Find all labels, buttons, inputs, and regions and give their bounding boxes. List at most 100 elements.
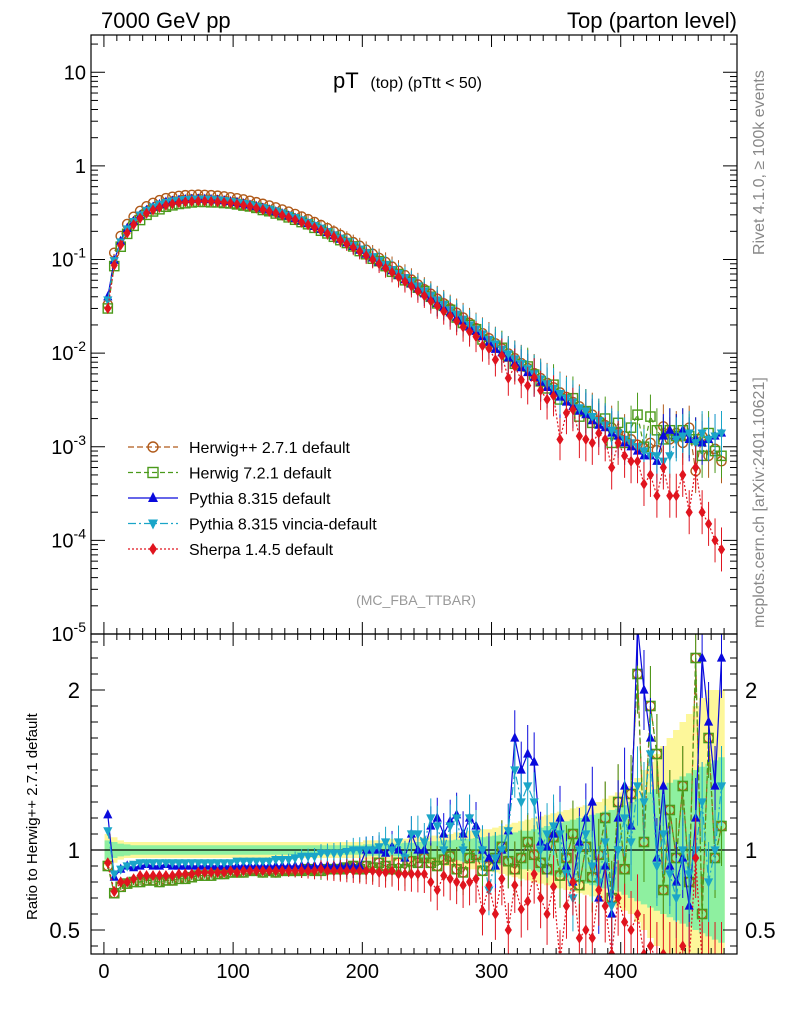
series-4-ratio-point — [168, 870, 176, 882]
series-3-ratio-point — [529, 798, 539, 808]
x-tick-label: 100 — [216, 961, 249, 983]
x-tick-label: 300 — [475, 961, 508, 983]
x-tick-label: 0 — [98, 961, 109, 983]
series-2-ratio-point — [658, 780, 668, 790]
series-4-point — [130, 218, 138, 231]
series-4-ratio-point — [162, 870, 170, 882]
plot-title-sub: (top) (pTtt < 50) — [370, 75, 482, 92]
series-4-point — [285, 211, 293, 223]
series-4-ratio-point — [381, 866, 390, 878]
series-3-point — [671, 435, 681, 445]
series-3-ratio-point — [368, 846, 378, 856]
series-4-point — [175, 197, 183, 209]
series-4-ratio-point — [252, 865, 260, 877]
series-3-point — [574, 404, 584, 414]
series-0-line — [107, 194, 723, 472]
series-3-ratio-point — [639, 798, 649, 808]
series-3-ratio-point — [710, 846, 720, 856]
series-3-ratio-point — [452, 814, 462, 824]
series-4-ratio-point — [297, 865, 306, 877]
series-4-ratio-point — [453, 876, 461, 888]
series-3-ratio-point — [600, 838, 610, 848]
series-4-ratio-point — [620, 916, 629, 928]
series-3-point — [665, 452, 675, 462]
series-3-ratio-point — [277, 856, 287, 866]
series-2-ratio-point — [710, 780, 720, 790]
header-right: Top (parton level) — [567, 8, 737, 33]
series-4-point — [104, 302, 112, 315]
series-4-ratio-point — [440, 870, 448, 882]
series-3-point — [710, 432, 720, 442]
series-3-ratio-point — [309, 852, 320, 862]
series-4-ratio-point — [608, 948, 616, 954]
series-3-ratio-point — [122, 862, 132, 872]
series-3-ratio-point — [167, 859, 177, 869]
series-4-ratio-point — [343, 865, 351, 877]
series-4-ratio-point — [130, 873, 138, 885]
series-3-point — [652, 452, 662, 462]
series-4-point — [685, 506, 693, 518]
ratio-y-tick-label-right: 2 — [745, 678, 757, 703]
series-4-point — [168, 198, 176, 210]
series-4-ratio-point — [188, 868, 196, 880]
series-4-ratio-point — [104, 857, 112, 869]
series-4-point — [162, 199, 170, 211]
series-1-ratio-point — [515, 852, 527, 864]
series-2-ratio-point — [697, 652, 707, 662]
series-3-ratio-point — [523, 782, 533, 792]
series-4-ratio-point — [517, 903, 525, 915]
series-3-point — [684, 429, 694, 439]
y-tick-label: 10 — [64, 62, 86, 84]
series-3-point — [103, 296, 113, 306]
ratio-band-yellow — [104, 690, 725, 954]
series-4-ratio-point — [614, 892, 622, 904]
series-3-ratio-point — [264, 857, 274, 867]
series-3-ratio-point — [607, 902, 617, 912]
series-4-point — [679, 469, 687, 481]
series-4-point — [381, 262, 390, 274]
series-4-ratio-point — [291, 865, 299, 877]
ratio-y-tick-label: 2 — [68, 678, 80, 703]
series-4-point — [317, 224, 325, 237]
axes: 0 100 200 300 400 10 1 10-1 10-2 10-3 10-4 10-5 0.5 0… — [49, 35, 776, 983]
series-4-ratio-point — [155, 870, 164, 882]
series-3-ratio-point — [271, 856, 281, 866]
series-4-point — [666, 490, 674, 502]
series-4-point — [627, 455, 635, 467]
series-3-point — [503, 350, 513, 360]
series-4-ratio-point — [692, 852, 700, 864]
series-4-point — [336, 234, 344, 246]
legend-entry: Herwig 7.2.1 default — [128, 466, 332, 483]
legend-label: Herwig 7.2.1 default — [189, 466, 332, 483]
plot-title: pT (top) (pTtt < 50) — [333, 68, 482, 93]
series-4-ratio-point — [349, 865, 357, 877]
series-4-point — [330, 231, 338, 243]
series-3-ratio-point — [251, 857, 261, 867]
y-tick-label: 10-2 — [51, 338, 86, 365]
series-4-point — [620, 450, 629, 462]
series-4-ratio-point — [362, 865, 370, 877]
legend-label: Pythia 8.315 default — [189, 491, 331, 508]
series-1-ratio-point — [677, 780, 689, 792]
series-4-ratio-point — [459, 879, 467, 891]
series-3-ratio-point — [329, 849, 339, 859]
y-tick-label: 10-4 — [51, 525, 86, 552]
series-4-ratio-point — [433, 884, 441, 896]
series-4-ratio-point — [530, 868, 538, 880]
series-3-point — [703, 435, 714, 445]
series-2-ratio-point — [703, 716, 714, 726]
series-2-ratio-point — [639, 684, 649, 694]
series-4-point — [310, 222, 319, 234]
series-3-ratio-point — [587, 862, 597, 872]
series-4-ratio-point — [123, 876, 131, 888]
series-3-point — [678, 432, 688, 442]
series-3-point — [716, 429, 727, 439]
series-4-ratio-point — [265, 865, 273, 877]
series-4-point — [142, 207, 151, 219]
series-3-ratio-point — [516, 798, 526, 808]
series-4-point — [472, 331, 480, 343]
series-4-ratio-point — [537, 892, 545, 904]
main-panel — [102, 189, 727, 572]
series-4-ratio-point — [601, 900, 609, 912]
series-4-point — [433, 300, 441, 312]
